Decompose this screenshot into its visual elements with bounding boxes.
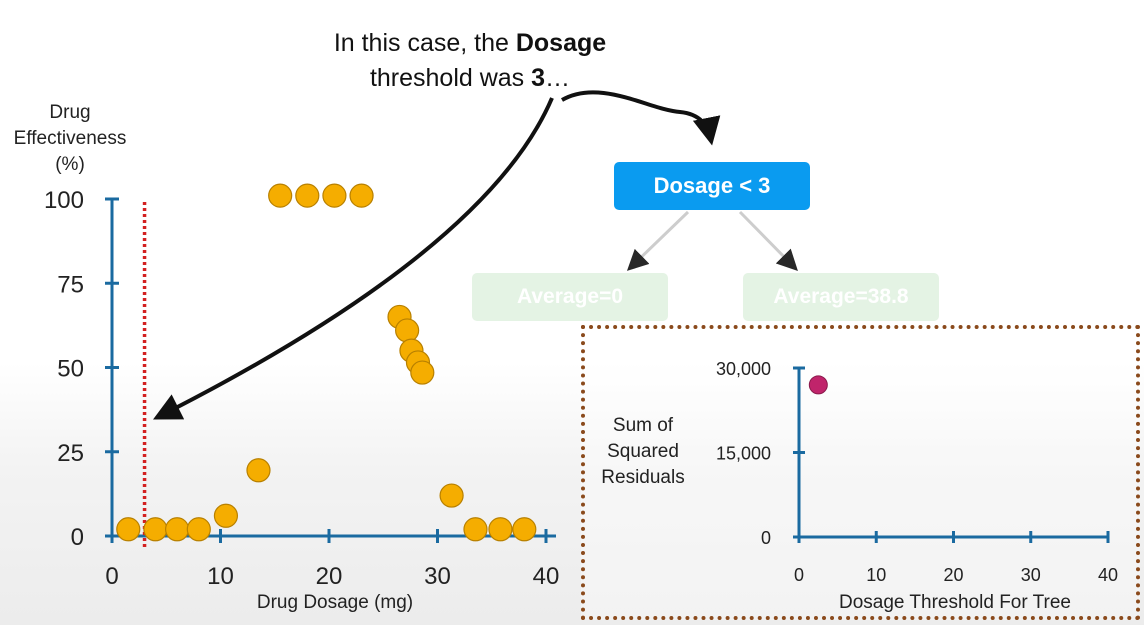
inset-x-tick-label: 0	[794, 565, 804, 585]
main-y-tick-label: 0	[71, 524, 84, 551]
ssr-data-point	[808, 375, 828, 395]
data-point	[165, 517, 190, 542]
caption-bold-dosage: Dosage	[515, 29, 607, 57]
main-x-tick-label: 20	[316, 563, 343, 590]
main-y-tick-label: 50	[57, 356, 84, 383]
data-point	[186, 517, 211, 542]
tree-branch-right	[738, 210, 798, 271]
data-point	[349, 183, 374, 208]
main-x-tick-label: 0	[105, 563, 118, 590]
main-x-tick-label: 10	[207, 563, 234, 590]
tree-root-node: Dosage < 3	[614, 162, 810, 210]
inset-x-tick-label: 20	[943, 565, 963, 585]
caption-bold-value: 3	[531, 64, 546, 92]
main-y-axis-label: Drug Effectiveness (%)	[13, 102, 127, 175]
main-scatter-chart: 0 10 20 30 40 0 25 50 75 100	[44, 183, 560, 590]
inset-x-tick-label: 10	[866, 565, 886, 585]
tree-leaf-left: Average=0	[472, 273, 668, 321]
tree-branch-left	[626, 210, 690, 271]
data-point	[268, 183, 293, 208]
data-point	[410, 360, 435, 385]
data-point	[295, 183, 320, 208]
caption-text: In this case, the Dosage threshold was 3…	[333, 29, 607, 92]
ssr-inset-panel	[581, 325, 1140, 620]
main-y-tick-label: 75	[57, 271, 84, 298]
data-point	[322, 183, 347, 208]
main-x-tick-label: 30	[424, 563, 451, 590]
ssr-scatter-chart: 0 10 20 30 40 0 15,000 30,000	[716, 359, 1118, 585]
data-point	[143, 517, 168, 542]
main-x-tick-label: 40	[533, 563, 560, 590]
inset-y-tick-label: 0	[761, 528, 771, 548]
main-y-tick-label: 25	[57, 440, 84, 467]
inset-y-axis-label: Sum of Squared Residuals	[601, 415, 685, 488]
main-x-axis-label: Drug Dosage (mg)	[256, 592, 414, 613]
main-y-tick-label: 100	[44, 187, 84, 214]
data-point	[395, 318, 420, 343]
data-point	[213, 503, 239, 528]
callout-arrow-to-tree	[561, 90, 721, 146]
data-point	[463, 517, 488, 542]
data-point	[488, 517, 513, 542]
data-point	[512, 517, 537, 542]
inset-y-tick-label: 15,000	[716, 444, 771, 464]
inset-x-axis-label: Dosage Threshold For Tree	[839, 592, 1071, 613]
inset-x-tick-label: 30	[1021, 565, 1041, 585]
tree-leaf-right: Average=38.8	[743, 273, 939, 321]
inset-y-tick-label: 30,000	[716, 359, 771, 379]
data-point	[116, 517, 141, 542]
data-point	[439, 483, 464, 508]
inset-x-tick-label: 40	[1098, 565, 1118, 585]
data-point	[246, 458, 271, 483]
callout-arrow-to-threshold	[153, 97, 554, 420]
